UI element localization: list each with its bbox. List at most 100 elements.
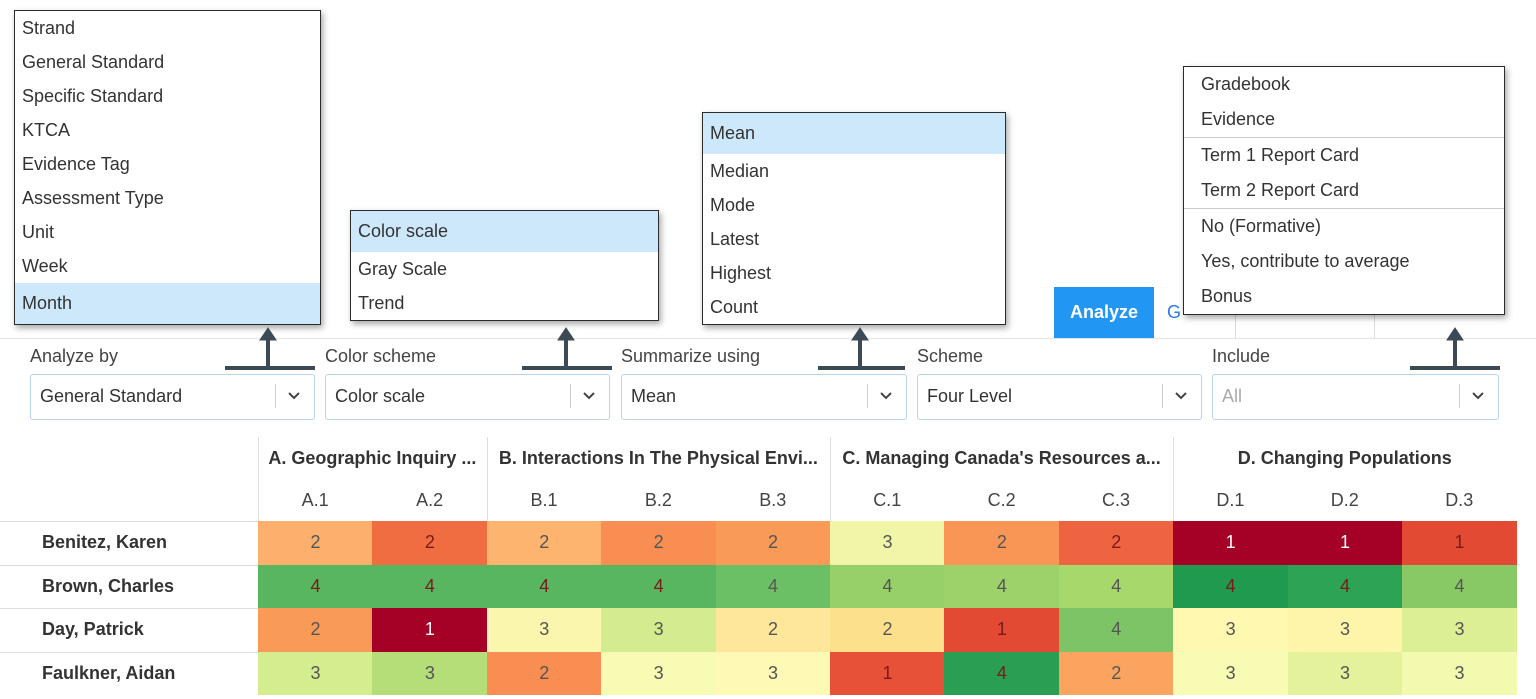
select[interactable]: Four Level <box>917 374 1202 420</box>
score-cell: 4 <box>258 564 373 608</box>
filter-label: Summarize using <box>621 346 761 366</box>
student-name: Day, Patrick <box>42 619 144 639</box>
analyze-tab[interactable]: Analyze <box>1054 287 1154 338</box>
menu-item[interactable]: Count <box>710 297 759 317</box>
score-cell: 4 <box>1058 564 1174 608</box>
menu-item[interactable]: Bonus <box>1201 286 1253 306</box>
menu-item[interactable]: Evidence Tag <box>22 154 130 174</box>
menu-item[interactable]: Month <box>15 283 320 324</box>
score-cell: 3 <box>830 521 945 565</box>
column-header: B.1 <box>530 490 558 510</box>
menu-item[interactable]: Evidence <box>1201 109 1276 129</box>
select[interactable]: General Standard <box>30 374 315 420</box>
chevron <box>286 388 302 409</box>
menu-item[interactable]: Trend <box>358 293 405 313</box>
score-cell: 3 <box>1173 608 1289 652</box>
score-cell: 2 <box>715 521 831 565</box>
score-cell: 4 <box>1287 564 1403 608</box>
summarize-menu: Mean Median Mode Latest Highest Count <box>702 112 1006 325</box>
select[interactable]: All <box>1212 374 1499 420</box>
student-name: Benitez, Karen <box>42 532 168 552</box>
score-cell: 3 <box>715 651 831 695</box>
menu-item[interactable]: Yes, contribute to average <box>1201 251 1410 271</box>
analyze-by-menu: Strand General Standard Specific Standard K… <box>14 10 321 325</box>
column-header: C.3 <box>1101 490 1130 510</box>
menu-item[interactable]: Unit <box>22 222 55 242</box>
menu-item[interactable]: Gradebook <box>1201 74 1291 94</box>
score-cell: 4 <box>1058 608 1174 652</box>
group-header: B. Interactions In The Physical Envi... <box>498 448 818 468</box>
score-cell: 4 <box>944 564 1060 608</box>
column-header: C.1 <box>873 490 902 510</box>
score-cell: 3 <box>1287 608 1403 652</box>
menu-item[interactable]: Week <box>22 256 68 276</box>
menu-item[interactable]: Assessment Type <box>22 188 164 208</box>
select-value: All <box>1222 386 1243 406</box>
menu-item[interactable]: Term 1 Report Card <box>1201 145 1360 165</box>
score-cell: 4 <box>601 564 717 608</box>
menu-item[interactable]: KTCA <box>22 120 71 140</box>
score-cell: 1 <box>830 651 945 695</box>
score-cell: 4 <box>944 651 1060 695</box>
column-header: B.3 <box>759 490 787 510</box>
include-menu: Gradebook Evidence Term 1 Report Card Term … <box>1183 66 1505 315</box>
menu-item[interactable]: Color scale <box>351 211 658 252</box>
score-cell: 3 <box>1402 608 1517 652</box>
score-cell: 3 <box>1287 651 1403 695</box>
score-cell: 4 <box>830 564 945 608</box>
column-header: D.1 <box>1216 490 1245 510</box>
column-header: A.1 <box>301 490 329 510</box>
menu-item[interactable]: Term 2 Report Card <box>1201 180 1360 200</box>
score-cell: 3 <box>601 608 717 652</box>
group-divider <box>258 437 259 521</box>
menu-item[interactable]: Mode <box>710 195 756 215</box>
group-divider <box>1173 437 1175 521</box>
score-cell: 4 <box>1173 564 1289 608</box>
chevron <box>581 388 597 409</box>
menu-item[interactable]: Gray Scale <box>358 259 448 279</box>
score-cell: 2 <box>830 608 945 652</box>
chevron <box>878 388 894 409</box>
score-cell: 1 <box>1402 521 1517 565</box>
chevron-icon <box>1472 392 1484 400</box>
select-value: Mean <box>631 386 677 406</box>
column-header: C.2 <box>987 490 1016 510</box>
score-cell: 1 <box>1173 521 1289 565</box>
menu-item[interactable]: Mean <box>703 113 1005 154</box>
menu-item[interactable]: Highest <box>710 263 772 283</box>
select[interactable]: Color scale <box>325 374 610 420</box>
score-cell: 2 <box>258 521 373 565</box>
select[interactable]: Mean <box>621 374 907 420</box>
score-cell: 3 <box>486 608 602 652</box>
select-value: Color scale <box>335 386 426 406</box>
next-tab[interactable]: G <box>1167 302 1182 322</box>
score-cell: 2 <box>601 521 717 565</box>
score-cell: 4 <box>1402 564 1517 608</box>
chevron-icon <box>880 392 892 400</box>
menu-item[interactable]: Median <box>710 161 770 181</box>
group-header: A. Geographic Inquiry ... <box>268 448 477 468</box>
chevron-icon <box>1175 392 1187 400</box>
menu-item[interactable]: Specific Standard <box>22 86 164 106</box>
menu-section: Gradebook Evidence <box>1184 67 1504 137</box>
filter-label: Scheme <box>917 346 984 366</box>
score-cell: 3 <box>258 651 373 695</box>
color-scheme-menu: Color scale Gray Scale Trend <box>350 210 659 321</box>
score-cell: 2 <box>944 521 1060 565</box>
filter-label: Include <box>1212 346 1271 366</box>
group-header: C. Managing Canada's Resources a... <box>842 448 1161 468</box>
menu-item[interactable]: Strand <box>22 18 76 38</box>
select-value: General Standard <box>40 386 183 406</box>
score-cell: 3 <box>1173 651 1289 695</box>
score-cell: 2 <box>1058 521 1174 565</box>
menu-item[interactable]: No (Formative) <box>1201 216 1322 236</box>
student-name: Brown, Charles <box>42 575 175 596</box>
select-divider <box>275 384 276 408</box>
select-divider <box>867 384 868 408</box>
menu-item[interactable]: Latest <box>710 229 760 249</box>
toolbar-border <box>0 338 1536 339</box>
filter-label: Analyze by <box>30 346 119 366</box>
score-cell: 4 <box>486 564 602 608</box>
score-cell: 4 <box>372 564 488 608</box>
menu-item[interactable]: General Standard <box>22 52 165 72</box>
